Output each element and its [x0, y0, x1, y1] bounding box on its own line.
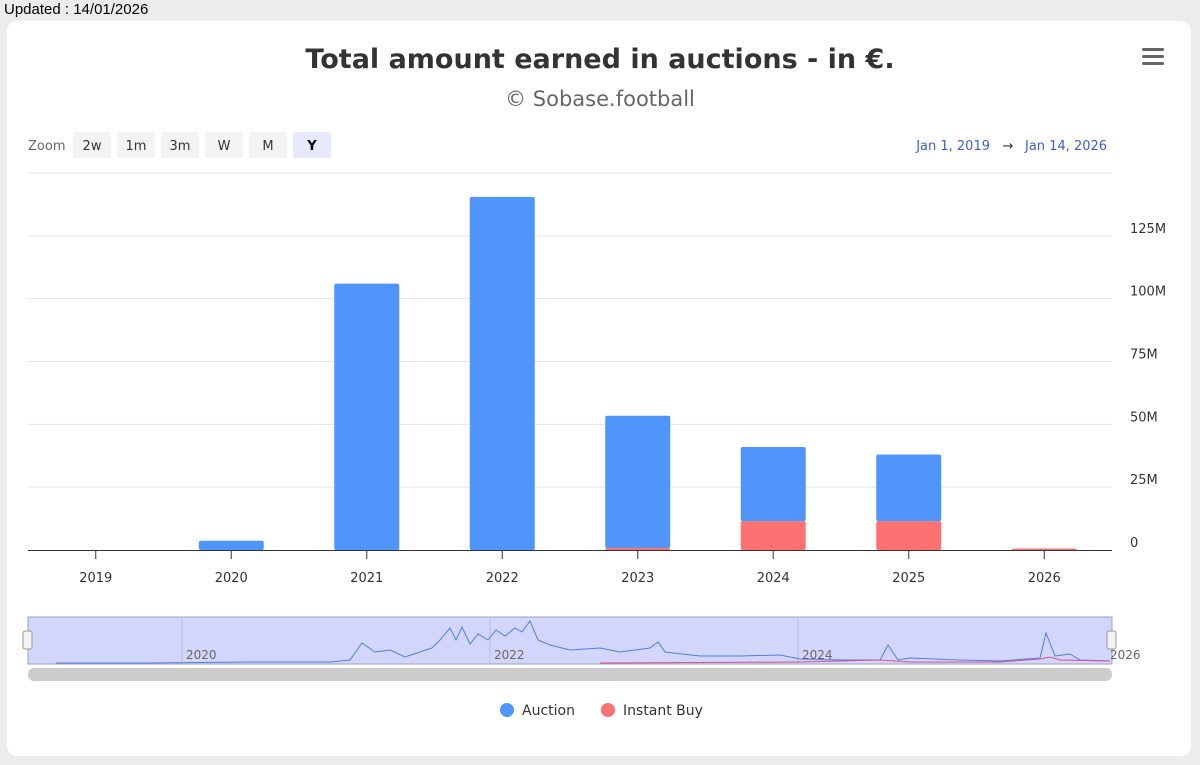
zoom-button-y[interactable]: [293, 132, 331, 158]
y-tick-label: 100M: [1130, 285, 1166, 300]
bar-auction-2020[interactable]: [198, 540, 264, 550]
zoom-button-label[interactable]: 2w: [83, 139, 102, 154]
x-tick-label: 2025: [892, 571, 925, 586]
bar-instant-buy-2023[interactable]: [605, 547, 671, 550]
bar-instant-buy-2025[interactable]: [876, 521, 942, 550]
zoom-button-m[interactable]: [249, 132, 287, 158]
bar-auction-2023[interactable]: [605, 415, 671, 548]
y-tick-label: 125M: [1130, 222, 1166, 237]
bar-instant-buy-2026[interactable]: [1011, 548, 1077, 550]
grid-lines: [28, 172, 1112, 488]
bar-auction-2022[interactable]: [469, 196, 535, 551]
x-tick-label: 2023: [621, 571, 654, 586]
legend-auction-label[interactable]: Auction: [522, 703, 575, 719]
zoom-button-group: 2w 1m 3m W M Y: [73, 132, 331, 158]
legend-instant-buy-label[interactable]: Instant Buy: [623, 703, 703, 719]
bars-group: [198, 196, 1077, 551]
x-tick-label: 2026: [1028, 571, 1061, 586]
navigator-label: 2024: [802, 648, 833, 662]
legend-auction-dot: [500, 703, 514, 717]
x-axis: 2019 2020 2021 2022 2023 2024 2025 2026: [28, 550, 1112, 586]
zoom-label: Zoom: [28, 139, 65, 154]
y-tick-label: 0: [1130, 536, 1138, 551]
navigator-labels: 2020 2022 2024 2026: [186, 648, 1141, 662]
navigator-label: 2022: [494, 648, 525, 662]
x-tick-label: 2020: [215, 571, 248, 586]
navigator-handle-right[interactable]: [1106, 630, 1117, 650]
range-arrow: →: [1003, 139, 1014, 154]
navigator-label: 2026: [1110, 648, 1141, 662]
zoom-button-label[interactable]: 3m: [170, 139, 191, 154]
navigator-auction-line: [56, 619, 1111, 664]
zoom-button-label[interactable]: 1m: [126, 139, 147, 154]
x-tick-label: 2021: [350, 571, 383, 586]
y-tick-label: 75M: [1130, 348, 1158, 363]
bar-auction-2024[interactable]: [740, 446, 806, 522]
zoom-button-label[interactable]: W: [218, 139, 231, 154]
legend-instant-buy-dot: [601, 703, 615, 717]
zoom-button-w[interactable]: [205, 132, 243, 158]
bar-auction-2025[interactable]: [876, 454, 942, 522]
navigator-label: 2020: [186, 648, 217, 662]
hamburger-menu-icon[interactable]: [1142, 48, 1164, 66]
bar-auction-2021[interactable]: [334, 283, 400, 550]
range-to[interactable]: Jan 14, 2026: [1024, 139, 1107, 154]
legend: Auction Instant Buy: [500, 703, 703, 719]
range-from[interactable]: Jan 1, 2019: [915, 139, 990, 154]
y-axis: 0 25M 50M 75M 100M 125M: [1130, 222, 1166, 551]
x-tick-label: 2022: [486, 571, 519, 586]
x-tick-label: 2024: [757, 571, 790, 586]
navigator-instant-buy-line: [599, 656, 1111, 664]
zoom-button-3m[interactable]: [161, 132, 199, 158]
chart-subtitle: © Sobase.football: [505, 87, 695, 111]
y-tick-label: 50M: [1130, 410, 1158, 425]
navigator-scrollbar[interactable]: [28, 668, 1112, 681]
y-tick-label: 25M: [1130, 473, 1158, 488]
zoom-button-label[interactable]: M: [262, 139, 273, 154]
x-tick-label: 2019: [79, 571, 112, 586]
zoom-button-2w[interactable]: [73, 132, 111, 158]
zoom-button-label[interactable]: Y: [306, 139, 317, 154]
updated-label: Updated : 14/01/2026: [4, 1, 149, 18]
chart-title: Total amount earned in auctions - in €.: [305, 44, 894, 75]
navigator[interactable]: 2020 2022 2024 2026: [22, 616, 1141, 681]
navigator-window[interactable]: [27, 616, 1113, 665]
navigator-handle-left[interactable]: [22, 630, 33, 650]
zoom-button-1m[interactable]: [117, 132, 155, 158]
bar-instant-buy-2024[interactable]: [740, 521, 806, 550]
